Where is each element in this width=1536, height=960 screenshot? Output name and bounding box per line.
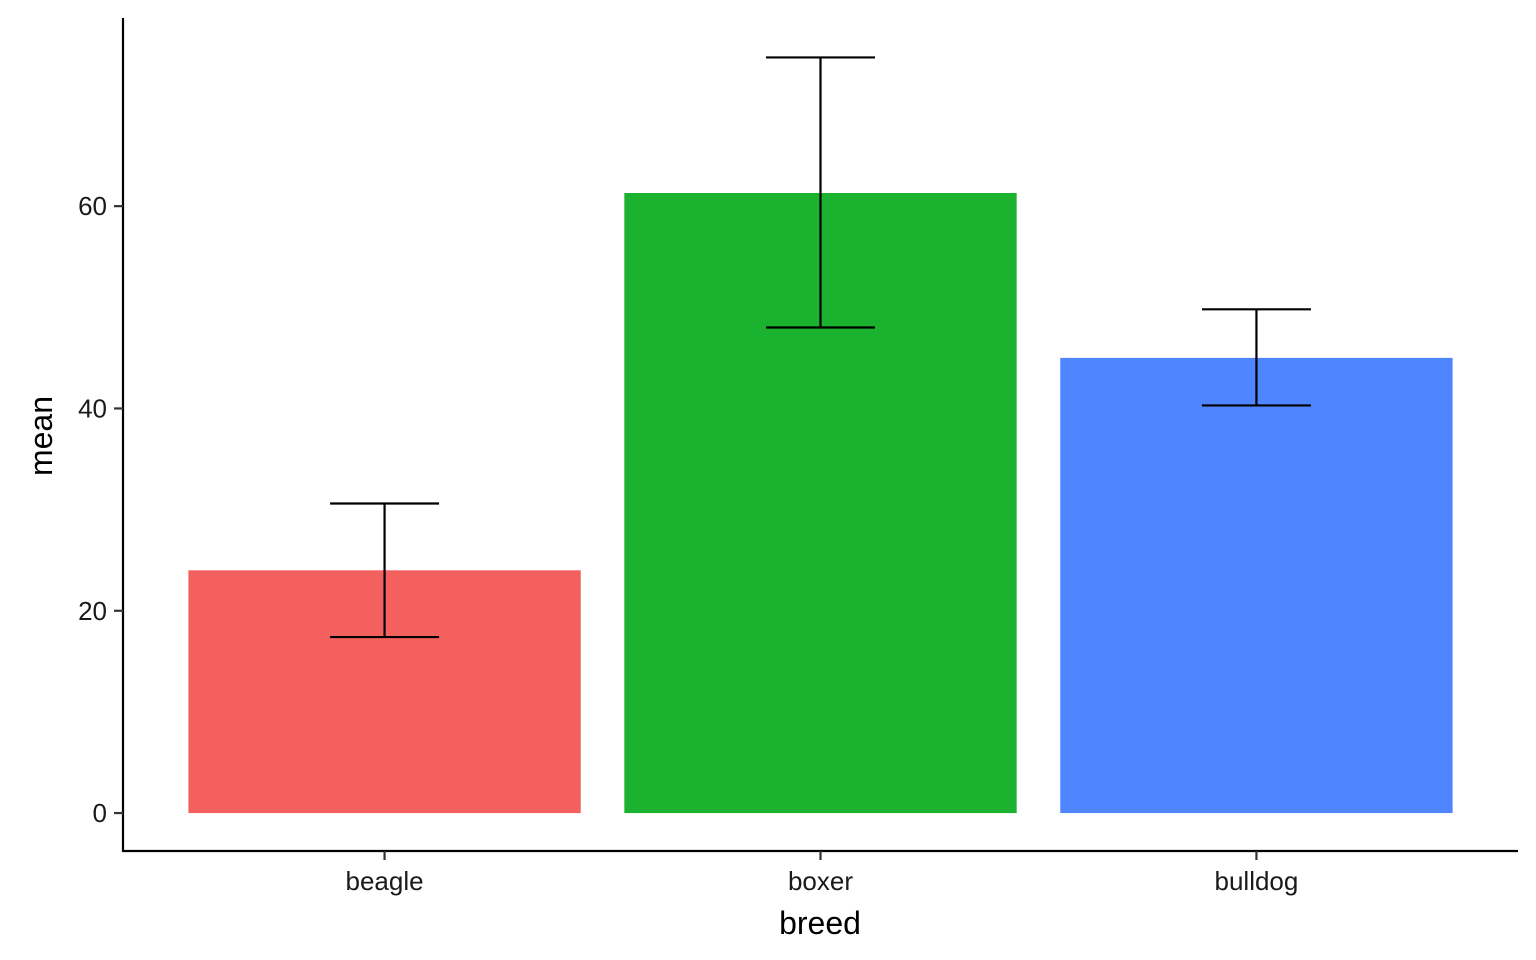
y-ticks: 0 20 40 60 <box>78 191 123 828</box>
bar-bulldog <box>1060 357 1453 814</box>
y-axis-title: mean <box>23 396 59 476</box>
y-tick-label-40: 40 <box>78 393 107 423</box>
x-axis-title: breed <box>779 905 861 941</box>
x-tick-label-boxer: boxer <box>788 866 853 896</box>
x-tick-label-beagle: beagle <box>346 866 424 896</box>
x-tick-label-bulldog: bulldog <box>1215 866 1299 896</box>
y-tick-label-0: 0 <box>93 798 107 828</box>
y-tick-label-20: 20 <box>78 596 107 626</box>
error-bar-boxer <box>766 56 875 329</box>
x-ticks: beagle boxer bulldog <box>346 851 1299 896</box>
error-bar-beagle <box>330 502 440 639</box>
error-bars-layer <box>330 56 1311 639</box>
error-bar-bulldog <box>1201 308 1311 407</box>
y-tick-label-60: 60 <box>78 191 107 221</box>
